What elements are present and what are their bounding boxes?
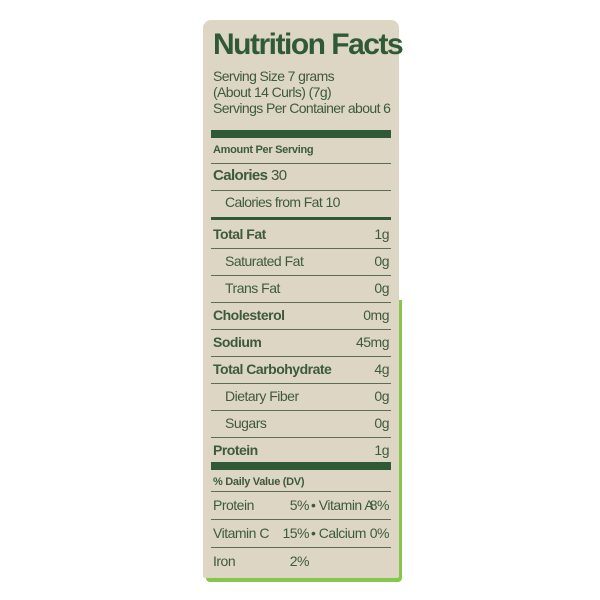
amount-per-serving: Amount Per Serving: [213, 144, 314, 156]
nutrient-row: Total Fat 1g: [211, 221, 391, 247]
nutrient-row: Sodium 45mg: [211, 329, 391, 355]
medium-divider: [211, 217, 391, 220]
divider: [211, 491, 391, 492]
dv-nutrient-a: Vitamin C: [213, 525, 269, 541]
dv-value-b: 8%: [369, 497, 390, 513]
nutrient-label: Dietary Fiber: [225, 388, 299, 404]
nutrient-value: 0mg: [363, 307, 389, 323]
thick-divider: [211, 130, 391, 138]
dv-nutrient-b: • Vitamin A: [311, 497, 374, 513]
nutrient-label: Sodium: [213, 334, 262, 350]
nutrient-label: Saturated Fat: [225, 253, 304, 269]
nutrient-value: 0g: [374, 415, 389, 431]
dv-nutrient-a: Iron: [213, 553, 236, 569]
nutrient-value: 0g: [374, 388, 389, 404]
servings-per-container: Servings Per Container about 6: [213, 100, 391, 116]
divider: [211, 437, 391, 438]
dv-value-a: 5%: [289, 497, 310, 513]
nutrient-label: Cholesterol: [213, 307, 285, 323]
nutrient-row: Sugars 0g: [211, 410, 391, 436]
dv-nutrient-a: Protein: [213, 497, 254, 513]
daily-value-row: Protein 5% • Vitamin A 8%: [211, 491, 391, 519]
divider: [211, 190, 391, 191]
dv-value-a: 2%: [289, 553, 310, 569]
nutrient-row: Protein 1g: [211, 437, 391, 463]
nutrient-value: 4g: [374, 361, 389, 377]
calories-label: Calories: [213, 167, 268, 184]
nutrient-value: 45mg: [355, 334, 390, 350]
divider: [211, 519, 391, 520]
calories-value: 30: [270, 167, 287, 184]
nutrient-row: Saturated Fat 0g: [211, 248, 391, 274]
nutrient-value: 0g: [374, 253, 389, 269]
daily-value-row: Vitamin C 15% • Calcium 0%: [211, 519, 391, 547]
nutrient-label: Protein: [213, 442, 258, 458]
serving-size: Serving Size 7 grams: [213, 68, 335, 84]
nutrient-value: 0g: [374, 280, 389, 296]
dv-value-a: 15%: [282, 525, 309, 541]
nutrient-value: 1g: [374, 226, 389, 242]
nutrient-label: Total Fat: [213, 226, 266, 242]
nutrient-label: Total Carbohydrate: [213, 361, 332, 377]
divider: [211, 163, 391, 164]
nutrient-row: Cholesterol 0mg: [211, 302, 391, 328]
nutrient-value: 1g: [374, 442, 389, 458]
dv-nutrient-b: • Calcium: [311, 525, 366, 541]
nutrient-label: Sugars: [225, 415, 267, 431]
nutrient-row: Total Carbohydrate 4g: [211, 356, 391, 382]
nutrient-row: Dietary Fiber 0g: [211, 383, 391, 409]
divider: [211, 302, 391, 303]
dv-value-b: 0%: [369, 525, 390, 541]
label-title: Nutrition Facts: [213, 28, 404, 61]
divider: [211, 547, 391, 548]
daily-value-row: Iron 2%: [211, 547, 391, 575]
daily-value-header: % Daily Value (DV): [213, 476, 305, 488]
serving-size-detail: (About 14 Curls) (7g): [213, 84, 332, 100]
divider: [211, 329, 391, 330]
divider: [211, 410, 391, 411]
thick-divider: [211, 462, 391, 470]
divider: [211, 248, 391, 249]
nutrient-label: Trans Fat: [225, 280, 280, 296]
nutrient-row: Trans Fat 0g: [211, 275, 391, 301]
divider: [211, 275, 391, 276]
nutrition-facts-label: Nutrition Facts Serving Size 7 grams (Ab…: [203, 20, 404, 578]
calories-row: Calories 30: [213, 167, 287, 184]
divider: [211, 383, 391, 384]
calories-from-fat: Calories from Fat 10: [225, 194, 340, 210]
divider: [211, 356, 391, 357]
